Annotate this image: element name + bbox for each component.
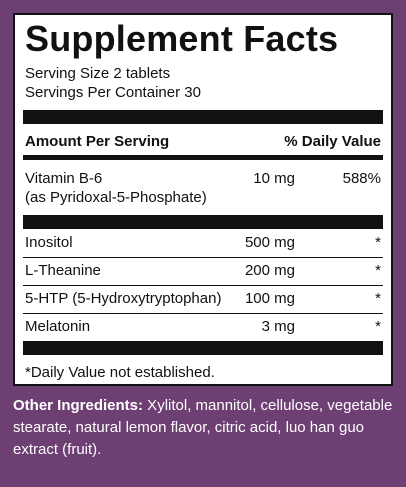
other-ingredients-text: Xylitol, mannitol, cellulose, vegetable …	[13, 397, 393, 458]
thick-divider	[23, 215, 383, 229]
nutrient-amount: 10 mg	[253, 170, 295, 187]
ingredient-name: 5-HTP (5-Hydroxytryptophan)	[25, 290, 222, 307]
nutrient-source: (as Pyridoxal-5-Phosphate)	[25, 189, 207, 206]
supplement-facts-panel: Supplement Facts Serving Size 2 tablets …	[13, 13, 393, 386]
ingredient-name: L-Theanine	[25, 262, 101, 279]
thick-divider	[23, 341, 383, 355]
ingredient-daily-value: *	[375, 318, 381, 335]
nutrient-name: Vitamin B-6	[25, 170, 103, 187]
daily-value-label: % Daily Value	[284, 133, 381, 150]
ingredient-name: Inositol	[25, 234, 73, 251]
ingredient-name: Melatonin	[25, 318, 91, 335]
ingredient-amount: 100 mg	[244, 290, 295, 307]
nutrient-daily-value: 588%	[342, 170, 381, 187]
daily-value-footnote: *Daily Value not established.	[25, 364, 215, 381]
row-divider	[23, 257, 383, 258]
row-divider	[23, 285, 383, 286]
other-ingredients-label: Other Ingredients:	[13, 397, 144, 414]
ingredient-daily-value: *	[375, 262, 381, 279]
other-ingredients: Other Ingredients: Xylitol, mannitol, ce…	[13, 395, 398, 461]
serving-size: Serving Size 2 tablets	[25, 65, 171, 82]
amount-per-serving-label: Amount Per Serving	[25, 133, 170, 150]
row-divider	[23, 313, 383, 314]
ingredient-daily-value: *	[375, 290, 381, 307]
ingredient-amount: 500 mg	[244, 234, 295, 251]
ingredient-daily-value: *	[375, 234, 381, 251]
thick-divider	[23, 110, 383, 124]
panel-title: Supplement Facts	[25, 18, 339, 59]
servings-per-container: Servings Per Container 30	[25, 84, 201, 101]
ingredient-amount: 200 mg	[244, 262, 295, 279]
medium-divider	[23, 155, 383, 160]
column-header: Amount Per Serving % Daily Value	[25, 133, 381, 151]
ingredient-amount: 3 mg	[261, 318, 295, 335]
